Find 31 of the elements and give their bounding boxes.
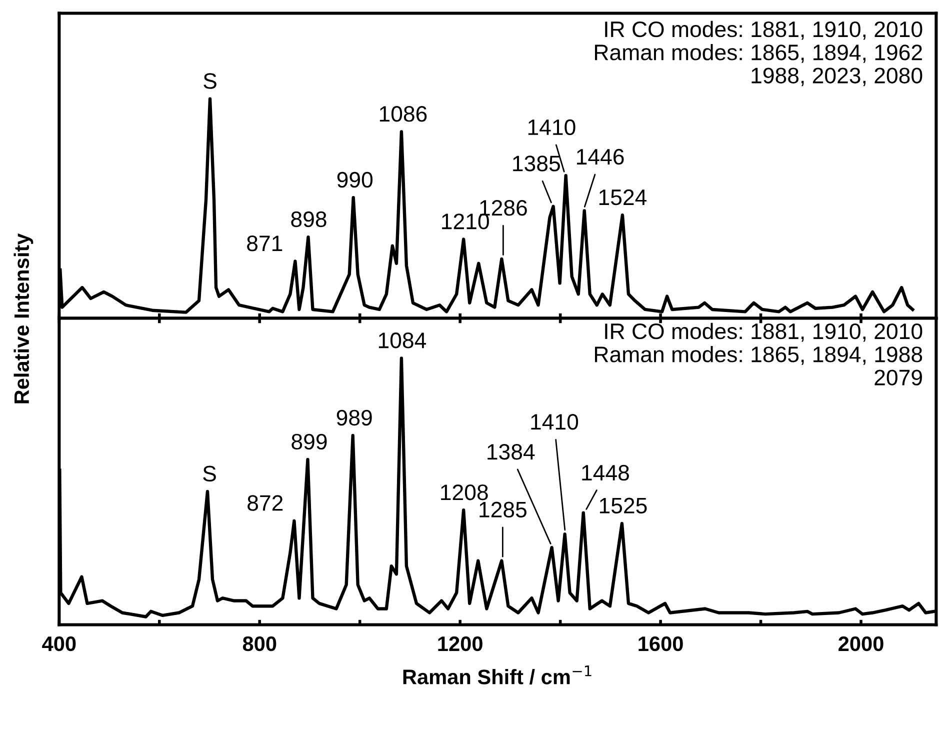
x-axis-title: Raman Shift / cm$^{−1}$ <box>403 666 592 685</box>
annotation: 1086 <box>380 106 427 122</box>
annotation: 1208 <box>441 484 488 500</box>
x-tick-label: 2000 <box>838 636 884 652</box>
x-tick-label: 1600 <box>638 636 683 652</box>
x-tick-label: 400 <box>42 636 76 652</box>
annotation: 871 <box>247 236 282 252</box>
annotation: 1286 <box>480 200 527 216</box>
x-tick-label: 1200 <box>438 636 482 652</box>
annotation: 1385 <box>513 156 560 172</box>
annotation: 1285 <box>480 502 526 518</box>
annotation: 1410 <box>531 414 578 430</box>
annotation: 1448 <box>582 464 629 481</box>
annotation: 898 <box>291 211 326 228</box>
annotation: 1446 <box>577 148 624 165</box>
annotation: S <box>203 466 216 482</box>
annotation: 989 <box>336 410 372 426</box>
annotation: 1410 <box>528 119 576 136</box>
annotation: 1524 <box>599 189 647 206</box>
annotation: 1210 <box>442 214 489 230</box>
annotation: 990 <box>337 172 373 188</box>
annotation: IR CO modes: 1881, 1910, 2010 Raman modes: 1865, 1894, 1988 2079 <box>595 322 922 386</box>
annotation: 899 <box>292 434 327 450</box>
annotation: S <box>204 73 216 89</box>
annotation: 1525 <box>600 498 647 514</box>
x-tick-label: 800 <box>242 636 276 652</box>
annotation: 1084 <box>378 332 426 348</box>
annotation: 1384 <box>488 444 535 460</box>
text: IR CO modes: 1881, 1910, 2010 Raman modes: 1865, 1894, 1962 1988, 2023, 2080 <box>595 20 922 86</box>
y-axis-title: Relative Intensity <box>14 233 34 404</box>
annotation: 872 <box>248 495 283 511</box>
